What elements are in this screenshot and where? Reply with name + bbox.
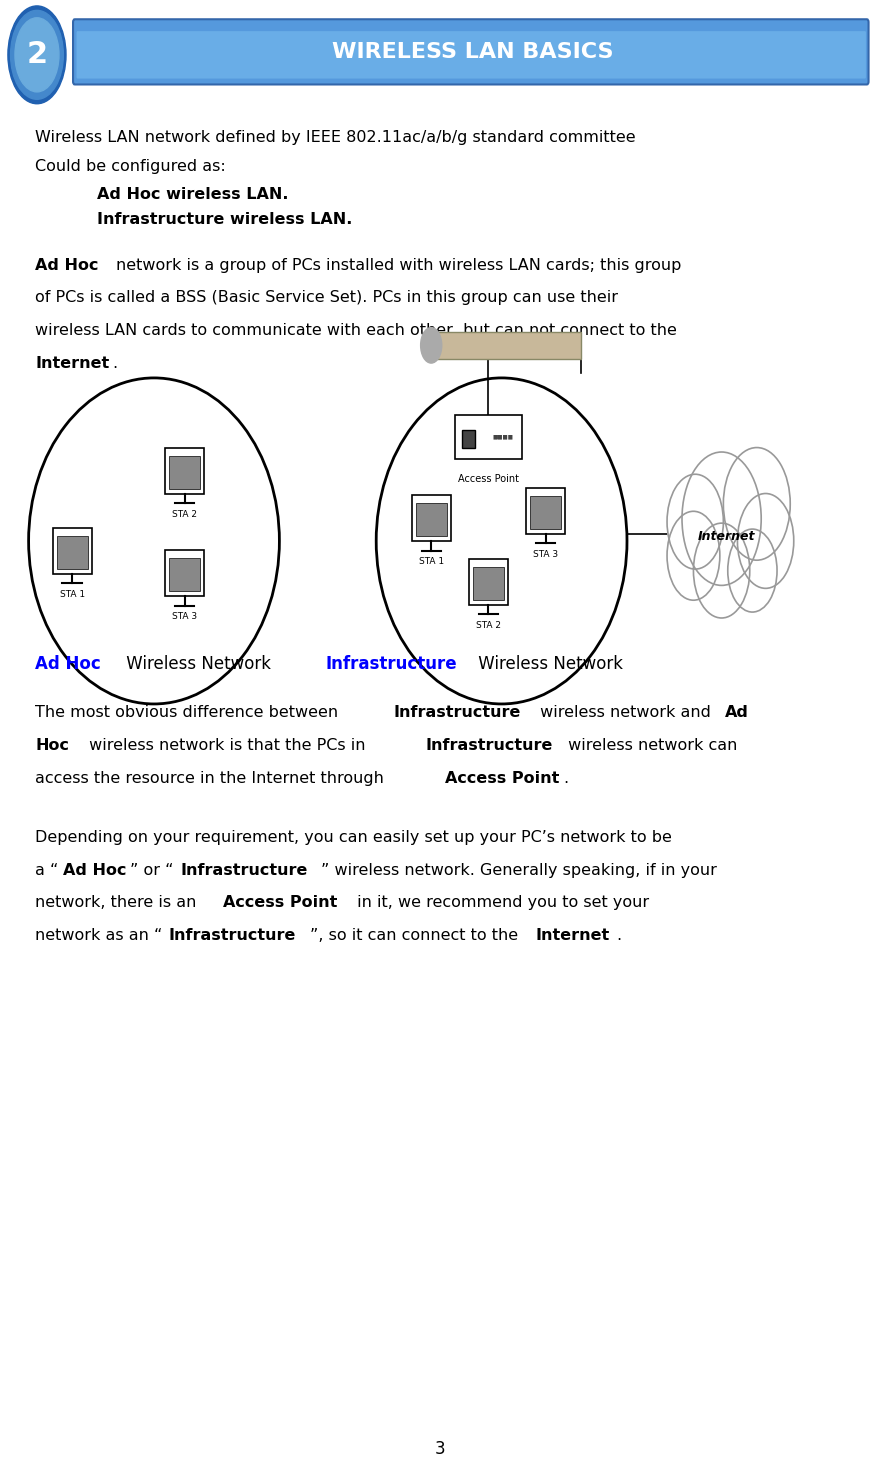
Text: ■■■■: ■■■■ — [493, 434, 514, 440]
Text: wireless network can: wireless network can — [563, 738, 737, 753]
FancyBboxPatch shape — [431, 332, 581, 359]
Text: Hoc: Hoc — [35, 738, 70, 753]
Text: Infrastructure: Infrastructure — [393, 705, 521, 720]
Text: Infrastructure: Infrastructure — [180, 863, 308, 877]
Text: network, there is an: network, there is an — [35, 895, 202, 910]
Text: Internet: Internet — [535, 928, 609, 943]
Text: STA 2: STA 2 — [476, 621, 501, 630]
Text: Internet: Internet — [35, 356, 109, 370]
Text: ”, so it can connect to the: ”, so it can connect to the — [310, 928, 523, 943]
Circle shape — [667, 474, 723, 569]
FancyBboxPatch shape — [526, 488, 565, 534]
Text: .: . — [616, 928, 621, 943]
Text: Wireless Network: Wireless Network — [121, 655, 271, 673]
FancyBboxPatch shape — [415, 504, 447, 536]
Text: Could be configured as:: Could be configured as: — [35, 159, 226, 173]
FancyBboxPatch shape — [169, 559, 201, 591]
FancyBboxPatch shape — [53, 528, 92, 574]
FancyBboxPatch shape — [455, 415, 522, 459]
Text: ” wireless network. Generally speaking, if in your: ” wireless network. Generally speaking, … — [321, 863, 717, 877]
Text: Ad Hoc: Ad Hoc — [35, 258, 99, 273]
Text: Internet: Internet — [697, 531, 755, 542]
FancyBboxPatch shape — [412, 495, 451, 541]
Text: Ad Hoc: Ad Hoc — [63, 863, 127, 877]
FancyBboxPatch shape — [473, 568, 504, 600]
Text: Infrastructure wireless LAN.: Infrastructure wireless LAN. — [97, 212, 352, 227]
Circle shape — [693, 523, 750, 618]
Circle shape — [737, 494, 794, 588]
Text: Access Point: Access Point — [445, 771, 560, 785]
Circle shape — [421, 328, 442, 363]
Text: STA 3: STA 3 — [533, 550, 558, 559]
Text: Infrastructure: Infrastructure — [169, 928, 297, 943]
Text: Wireless LAN network defined by IEEE 802.11ac/a/b/g standard committee: Wireless LAN network defined by IEEE 802… — [35, 130, 636, 145]
Text: Infrastructure: Infrastructure — [425, 738, 553, 753]
Text: wireless LAN cards to communicate with each other, but can not connect to the: wireless LAN cards to communicate with e… — [35, 323, 677, 338]
Text: Infrastructure: Infrastructure — [326, 655, 458, 673]
Text: .: . — [563, 771, 568, 785]
Circle shape — [682, 452, 761, 585]
Text: wireless network is that the PCs in: wireless network is that the PCs in — [84, 738, 370, 753]
Text: The most obvious difference between: The most obvious difference between — [35, 705, 343, 720]
FancyBboxPatch shape — [77, 31, 866, 79]
Text: Wireless Network: Wireless Network — [473, 655, 623, 673]
Text: .: . — [112, 356, 117, 370]
FancyBboxPatch shape — [73, 19, 869, 84]
Text: network as an “: network as an “ — [35, 928, 163, 943]
Text: Ad Hoc: Ad Hoc — [35, 655, 101, 673]
Text: network is a group of PCs installed with wireless LAN cards; this group: network is a group of PCs installed with… — [116, 258, 681, 273]
FancyBboxPatch shape — [169, 456, 201, 489]
FancyBboxPatch shape — [469, 559, 508, 605]
FancyBboxPatch shape — [56, 536, 88, 569]
FancyBboxPatch shape — [530, 496, 561, 529]
Circle shape — [723, 448, 790, 560]
FancyBboxPatch shape — [165, 448, 204, 494]
Text: 2: 2 — [26, 40, 48, 70]
Text: in it, we recommend you to set your: in it, we recommend you to set your — [352, 895, 649, 910]
Text: ” or “: ” or “ — [130, 863, 173, 877]
Text: STA 3: STA 3 — [172, 612, 197, 621]
Text: wireless network and: wireless network and — [535, 705, 716, 720]
Circle shape — [8, 6, 66, 104]
Text: of PCs is called a BSS (Basic Service Set). PCs in this group can use their: of PCs is called a BSS (Basic Service Se… — [35, 290, 618, 305]
Text: WIRELESS LAN BASICS: WIRELESS LAN BASICS — [332, 41, 613, 62]
Text: STA 2: STA 2 — [172, 510, 197, 519]
Text: Depending on your requirement, you can easily set up your PC’s network to be: Depending on your requirement, you can e… — [35, 830, 672, 845]
Circle shape — [667, 511, 720, 600]
FancyBboxPatch shape — [462, 430, 475, 448]
Text: Ad: Ad — [725, 705, 749, 720]
Circle shape — [11, 10, 63, 99]
Text: access the resource in the Internet through: access the resource in the Internet thro… — [35, 771, 389, 785]
Text: STA 1: STA 1 — [60, 590, 84, 599]
Circle shape — [15, 18, 59, 92]
Text: a “: a “ — [35, 863, 59, 877]
Text: Access Point: Access Point — [458, 474, 519, 485]
FancyBboxPatch shape — [165, 550, 204, 596]
Text: Ad Hoc wireless LAN.: Ad Hoc wireless LAN. — [97, 187, 289, 202]
Text: Access Point: Access Point — [223, 895, 337, 910]
Text: 3: 3 — [435, 1441, 445, 1458]
Text: STA 1: STA 1 — [419, 557, 444, 566]
Circle shape — [728, 529, 777, 612]
